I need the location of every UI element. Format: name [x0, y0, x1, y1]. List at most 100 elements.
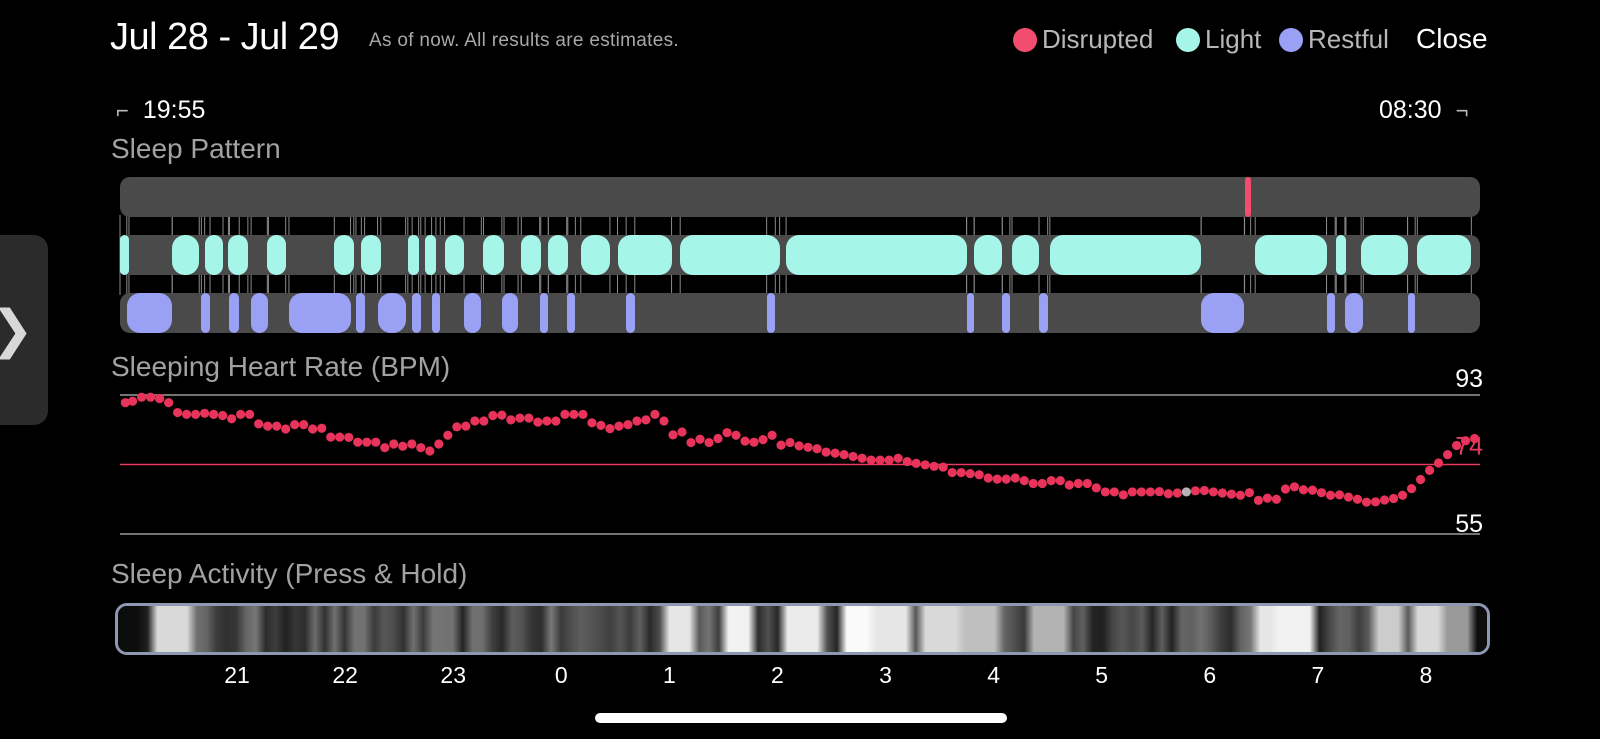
- heart-rate-point: [1199, 485, 1209, 496]
- heart-rate-point: [578, 409, 588, 419]
- heart-rate-point: [326, 432, 336, 442]
- stage-connectors: [119, 215, 1472, 295]
- heart-rate-title: Sleeping Heart Rate (BPM): [111, 351, 451, 382]
- heart-rate-point: [407, 439, 417, 449]
- heart-rate-point: [794, 441, 804, 451]
- heart-rate-point: [1424, 465, 1435, 475]
- restful-segment: [288, 293, 351, 333]
- heart-rate-point: [1037, 478, 1047, 489]
- restful-segment: [251, 293, 269, 333]
- heart-rate-point: [839, 450, 849, 460]
- heart-rate-point: [1145, 487, 1155, 497]
- heart-rate-point: [1046, 475, 1056, 486]
- time-axis-tick: 6: [1203, 662, 1217, 688]
- heart-rate-point: [1109, 487, 1119, 497]
- heart-rate-point: [218, 410, 228, 421]
- heart-rate-point: [992, 474, 1002, 484]
- heart-rate-point: [1352, 494, 1363, 504]
- time-axis-tick: 4: [987, 662, 1001, 688]
- disrupted-segment: [1244, 177, 1251, 217]
- heart-rate-point: [821, 447, 831, 457]
- time-axis-tick: 21: [224, 662, 250, 688]
- heart-rate-point: [551, 416, 561, 426]
- restful-segment: [539, 293, 549, 333]
- light-dot: [1176, 27, 1200, 52]
- light-segment: [1361, 235, 1408, 275]
- heart-rate-point: [533, 417, 543, 427]
- heart-rate-point: [542, 416, 552, 426]
- disrupted-track[interactable]: [120, 177, 1480, 217]
- heart-rate-point: [965, 469, 975, 479]
- heart-rate-points: [120, 392, 1480, 507]
- heart-rate-point: [443, 430, 453, 440]
- heart-rate-point: [1307, 485, 1318, 495]
- heart-rate-point: [920, 460, 930, 470]
- heart-rate-point: [713, 433, 723, 444]
- heart-rate-point: [650, 409, 660, 419]
- heart-rate-point: [632, 416, 642, 426]
- heart-rate-point: [263, 421, 273, 431]
- heart-rate-point: [1469, 433, 1480, 444]
- heart-rate-point: [145, 392, 156, 402]
- heart-rate-point: [299, 420, 309, 430]
- heart-rate-point: [452, 422, 462, 432]
- light-segment: [1336, 235, 1346, 275]
- heart-rate-point: [560, 409, 570, 419]
- heart-rate-point: [200, 408, 210, 418]
- heart-rate-point: [1361, 497, 1372, 507]
- light-segment: [580, 235, 610, 275]
- legend-label: Light: [1205, 24, 1262, 54]
- light-segment: [548, 235, 568, 275]
- heart-rate-point: [353, 437, 363, 447]
- restful-dot: [1279, 27, 1303, 52]
- heart-rate-point: [1172, 488, 1182, 498]
- restful-segment: [126, 293, 173, 333]
- restful-track[interactable]: [120, 293, 1480, 333]
- heart-rate-point: [1433, 458, 1444, 468]
- home-indicator[interactable]: [595, 713, 1007, 723]
- heart-rate-point: [1055, 475, 1065, 486]
- side-panel-tab[interactable]: ❯: [0, 235, 48, 425]
- heart-rate-point: [127, 396, 138, 406]
- restful-segment: [966, 293, 975, 333]
- heart-rate-point: [812, 444, 822, 454]
- light-segment: [521, 235, 541, 275]
- sleep-activity-title: Sleep Activity (Press & Hold): [111, 558, 468, 589]
- sleep-activity-strip[interactable]: [115, 603, 1490, 655]
- light-segment: [361, 235, 381, 275]
- restful-segment: [412, 293, 421, 333]
- heart-rate-point: [191, 409, 201, 419]
- heart-rate-point: [974, 470, 984, 480]
- heart-rate-point: [1226, 489, 1237, 499]
- light-segment: [617, 235, 672, 275]
- light-segment: [444, 235, 465, 275]
- heart-rate-point: [425, 446, 435, 456]
- heart-rate-point: [1460, 436, 1471, 446]
- heart-rate-point: [776, 440, 786, 450]
- light-track[interactable]: [120, 235, 1480, 275]
- heart-rate-point: [1010, 473, 1020, 483]
- heart-rate-point: [1073, 478, 1083, 489]
- close-button[interactable]: Close: [1416, 23, 1488, 54]
- restful-segment: [377, 293, 406, 333]
- heart-rate-point: [983, 473, 993, 483]
- heart-rate-point: [911, 458, 921, 469]
- heart-rate-point: [677, 427, 687, 437]
- light-segment: [204, 235, 223, 275]
- heart-rate-point: [722, 428, 732, 438]
- time-axis-tick: 2: [771, 662, 784, 688]
- heart-rate-point: [1262, 493, 1273, 503]
- heart-rate-point: [857, 453, 867, 463]
- heart-rate-point: [731, 430, 741, 440]
- restful-segment: [355, 293, 365, 333]
- light-segment: [228, 235, 248, 275]
- heart-rate-point: [569, 409, 579, 419]
- heart-rate-point: [1280, 484, 1291, 494]
- restful-segment: [201, 293, 211, 333]
- heart-rate-point: [614, 421, 624, 431]
- heart-rate-point: [1271, 494, 1282, 504]
- time-axis-tick: 1: [662, 662, 676, 688]
- heart-rate-chart[interactable]: 93 74 55: [0, 360, 1600, 560]
- heart-rate-point: [506, 415, 516, 425]
- end-time: 08:30 ¬: [1379, 96, 1468, 125]
